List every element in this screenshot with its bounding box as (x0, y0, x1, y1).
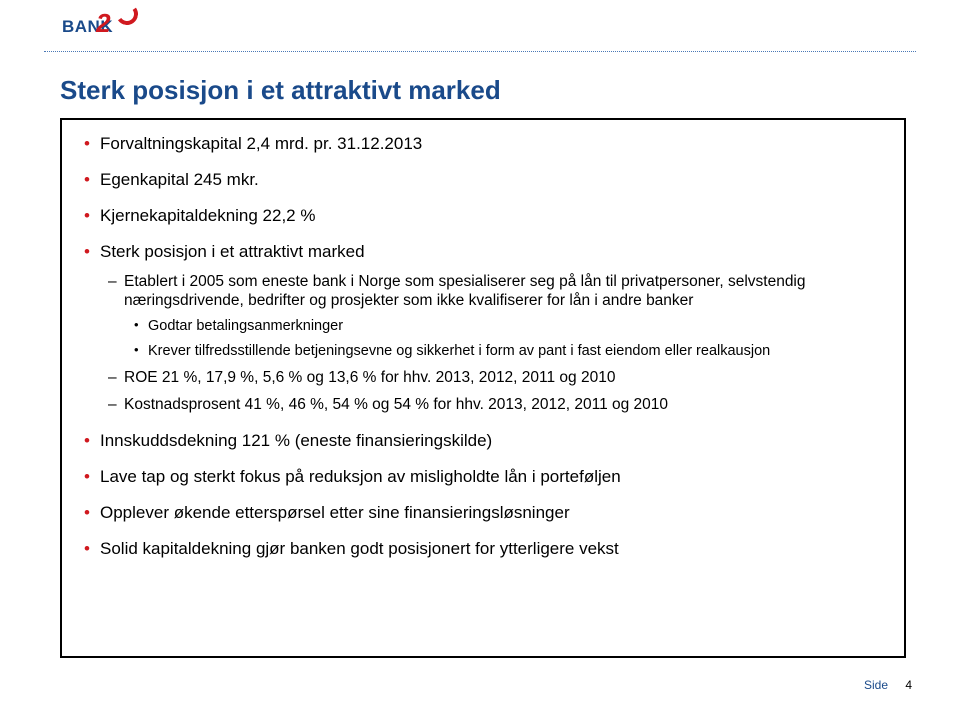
list-item-text: Godtar betalingsanmerkninger (148, 318, 343, 334)
divider (44, 51, 916, 52)
list-item: Innskuddsdekning 121 % (eneste finansier… (80, 431, 886, 451)
list-item: Opplever økende etterspørsel etter sine … (80, 503, 886, 523)
logo-digit: 2 (96, 8, 110, 38)
list-item: Lave tap og sterkt fokus på reduksjon av… (80, 467, 886, 487)
list-item-text: Innskuddsdekning 121 % (eneste finansier… (100, 431, 492, 450)
list-item: Etablert i 2005 som eneste bank i Norge … (100, 272, 886, 360)
list-item: ROE 21 %, 17,9 %, 5,6 % og 13,6 % for hh… (100, 368, 886, 387)
page-title: Sterk posisjon i et attraktivt marked (60, 75, 501, 106)
list-item-text: Krever tilfredsstillende betjeningsevne … (148, 343, 770, 359)
list-item: Forvaltningskapital 2,4 mrd. pr. 31.12.2… (80, 134, 886, 154)
list-item-text: Lave tap og sterkt fokus på reduksjon av… (100, 467, 621, 486)
bullet-list: Forvaltningskapital 2,4 mrd. pr. 31.12.2… (80, 134, 886, 559)
slide: BANK 2 Sterk posisjon i et attraktivt ma… (0, 0, 960, 702)
list-item-text: Kostnadsprosent 41 %, 46 %, 54 % og 54 %… (124, 396, 668, 413)
list-item: Solid kapitaldekning gjør banken godt po… (80, 539, 886, 559)
list-item: Kostnadsprosent 41 %, 46 %, 54 % og 54 %… (100, 395, 886, 414)
list-item: Kjernekapitaldekning 22,2 % (80, 206, 886, 226)
list-item-text: Kjernekapitaldekning 22,2 % (100, 206, 315, 225)
footer-label: Side (864, 678, 888, 692)
list-item: Godtar betalingsanmerkninger (124, 317, 886, 335)
content-box: Forvaltningskapital 2,4 mrd. pr. 31.12.2… (60, 118, 906, 658)
bullet-list-level-2: Etablert i 2005 som eneste bank i Norge … (100, 272, 886, 415)
list-item-text: Opplever økende etterspørsel etter sine … (100, 503, 570, 522)
list-item-text: Egenkapital 245 mkr. (100, 170, 259, 189)
logo-swoosh-icon: 2 (116, 14, 140, 42)
list-item-text: Forvaltningskapital 2,4 mrd. pr. 31.12.2… (100, 134, 422, 153)
list-item-text: Sterk posisjon i et attraktivt marked (100, 242, 365, 261)
list-item: Egenkapital 245 mkr. (80, 170, 886, 190)
list-item-text: Etablert i 2005 som eneste bank i Norge … (124, 273, 806, 309)
list-item: Krever tilfredsstillende betjeningsevne … (124, 342, 886, 360)
footer-page-number: 4 (905, 678, 912, 692)
logo: BANK 2 (62, 14, 140, 44)
bullet-list-level-3: Godtar betalingsanmerkninger Krever tilfr… (124, 317, 886, 360)
list-item-text: Solid kapitaldekning gjør banken godt po… (100, 539, 619, 558)
list-item-text: ROE 21 %, 17,9 %, 5,6 % og 13,6 % for hh… (124, 369, 615, 386)
list-item: Sterk posisjon i et attraktivt marked Eta… (80, 242, 886, 415)
